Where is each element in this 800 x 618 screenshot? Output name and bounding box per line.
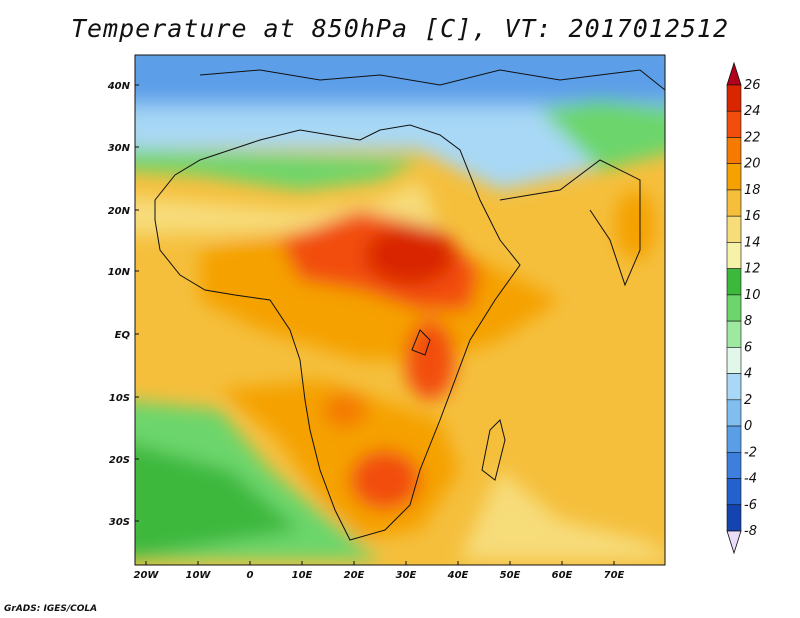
lat-tick-label: 20N <box>108 206 131 217</box>
colorbar-segment <box>726 268 742 296</box>
colorbar-level-label: 4 <box>744 367 752 382</box>
colorbar-level-label: 10 <box>744 288 761 303</box>
latitude-labels: 40N 30N 20N 10N EQ 10S 20S 30S <box>107 81 139 528</box>
colorbar-level-label: 16 <box>744 209 761 224</box>
colorbar-segment <box>726 478 742 506</box>
lat-tick-label: 10S <box>109 393 130 404</box>
colorbar-segment <box>726 347 742 374</box>
lon-tick-label: 20W <box>134 570 160 581</box>
lon-tick-label: 0 <box>247 570 254 581</box>
colorbar-segment <box>726 294 742 322</box>
longitude-labels: 20W 10W 0 10E 20E 30E 40E 50E 60E 70E <box>134 561 625 581</box>
colorbar-top-arrow <box>726 61 742 86</box>
lat-tick-label: 10N <box>108 267 131 278</box>
lat-tick-label: EQ <box>115 330 131 341</box>
lon-tick-label: 20E <box>344 570 365 581</box>
colorbar-level-label: 24 <box>744 104 761 119</box>
colorbar-segment <box>726 399 742 427</box>
colorbar-level-label: -4 <box>744 472 757 487</box>
lon-tick-label: 30E <box>396 570 417 581</box>
colorbar-level-label: 14 <box>744 235 761 250</box>
colorbar-segment <box>726 373 742 401</box>
colorbar-segment <box>726 320 742 348</box>
colorbar-segment <box>726 189 742 217</box>
lat-tick-label: 30S <box>109 517 130 528</box>
lon-tick-label: 40E <box>447 570 469 581</box>
colorbar-level-label: 0 <box>744 419 752 434</box>
colorbar-segment <box>726 110 742 138</box>
colorbar-bottom-arrow <box>726 530 742 555</box>
colorbar-level-label: 2 <box>744 393 752 408</box>
colorbar-level-label: -2 <box>744 445 757 460</box>
map-frame <box>134 54 666 566</box>
lat-tick-label: 40N <box>107 81 131 92</box>
colorbar-segment <box>726 163 742 191</box>
lon-tick-label: 50E <box>500 570 521 581</box>
colorbar-segment <box>726 215 742 243</box>
colorbar-level-label: 8 <box>744 314 752 329</box>
colorbar-segment <box>726 504 742 532</box>
colorbar-level-label: 12 <box>744 262 761 277</box>
lon-tick-label: 60E <box>552 570 573 581</box>
colorbar-segment <box>726 84 742 112</box>
colorbar-segment <box>726 137 742 165</box>
colorbar-level-label: 22 <box>744 130 761 145</box>
coastline <box>154 69 665 541</box>
colorbar-level-label: 6 <box>744 340 752 355</box>
grads-credit: GrADS: IGES/COLA <box>4 604 98 614</box>
colorbar-level-label: 20 <box>744 157 761 172</box>
lon-tick-label: 70E <box>604 570 625 581</box>
lat-tick-label: 30N <box>108 143 131 154</box>
lat-tick-label: 20S <box>109 455 130 466</box>
colorbar-segment <box>726 451 742 479</box>
colorbar-segment <box>726 425 742 453</box>
lon-tick-label: 10E <box>292 570 313 581</box>
lon-tick-label: 10W <box>186 570 212 581</box>
colorbar-level-label: -6 <box>744 498 757 513</box>
colorbar-level-label: -8 <box>744 524 757 539</box>
colorbar-segment <box>726 242 742 269</box>
colorbar-level-label: 26 <box>744 78 761 93</box>
colorbar-level-label: 18 <box>744 183 761 198</box>
temperature-field <box>135 55 665 565</box>
chart-title: Temperature at 850hPa [C], VT: 201701251… <box>70 14 730 43</box>
